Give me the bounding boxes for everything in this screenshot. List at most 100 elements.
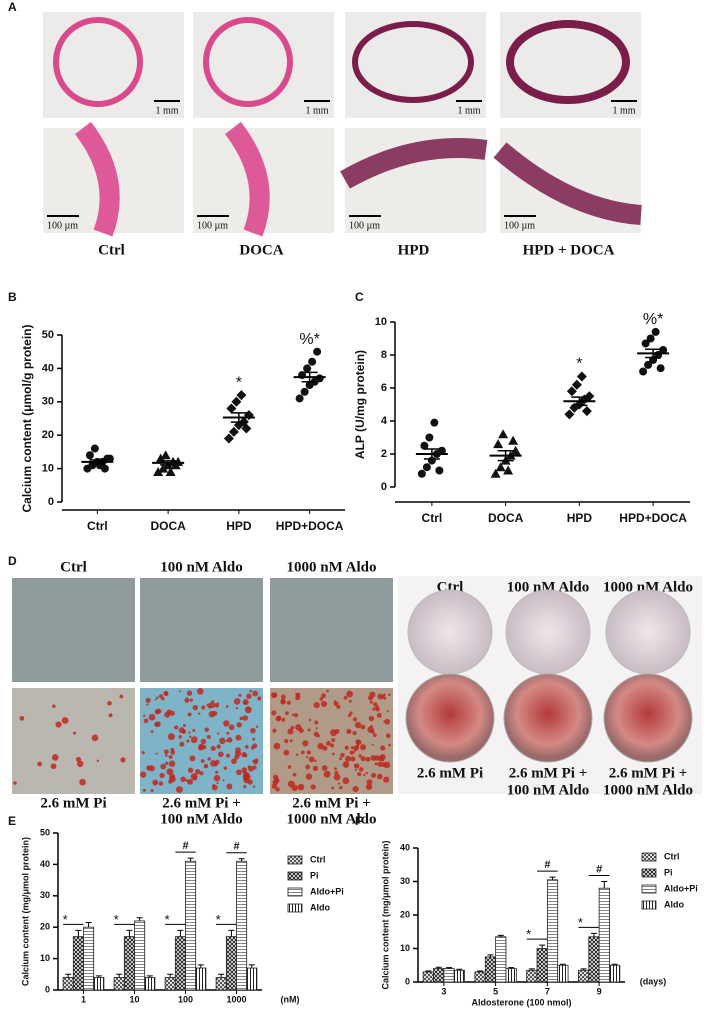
stain-dot (322, 745, 328, 751)
bar (474, 971, 486, 983)
x-tick-label: 9 (597, 986, 602, 996)
data-point (639, 367, 648, 376)
stain-dot (365, 771, 368, 775)
stain-dot (211, 784, 218, 791)
stain-dot (365, 783, 373, 790)
stain-dot (368, 695, 374, 701)
stain-dot (216, 702, 220, 705)
stain-dot (182, 729, 185, 733)
legend-swatch (641, 868, 657, 878)
stain-dot (350, 746, 355, 750)
error-bar (425, 970, 432, 972)
stain-dot (275, 787, 280, 792)
data-point (226, 403, 237, 414)
y-tick-label: 4 (381, 415, 388, 427)
data-point (584, 391, 595, 402)
caption: 2.6 mM Pi + (509, 765, 588, 781)
stain-dot (370, 725, 373, 728)
data-point (105, 454, 114, 463)
stain-dot (347, 713, 352, 718)
stain-dot (167, 733, 175, 741)
panel-label: E (8, 814, 16, 828)
stain-dot (366, 779, 373, 786)
error-bar (167, 973, 174, 978)
error-bar (187, 857, 194, 862)
vessel-ring (53, 17, 143, 107)
stain-dot (37, 761, 42, 767)
data-point (228, 426, 239, 437)
bar (123, 936, 135, 991)
stain-dot (321, 693, 327, 699)
stain-dot (166, 768, 174, 776)
data-point (422, 463, 431, 472)
stain-dot (246, 693, 252, 700)
y-tick-label: 0 (381, 481, 387, 493)
stain-dot (363, 773, 366, 777)
bar (546, 879, 559, 983)
stain-dot (252, 785, 256, 788)
y-tick-label: 10 (400, 943, 410, 953)
y-tick-label: 40 (42, 362, 54, 374)
stain-dot (234, 750, 242, 757)
data-point (495, 462, 506, 472)
caption: 1000 nM Aldo (603, 782, 693, 798)
stain-dot (210, 760, 217, 767)
stain-dot (200, 738, 207, 745)
stain-dot (148, 713, 156, 721)
panel-label: B (8, 290, 17, 304)
column-header: 100 nM Aldo (507, 579, 590, 595)
y-tick-label: 20 (42, 429, 54, 441)
stain-dot (211, 699, 215, 703)
bar (174, 936, 186, 991)
data-point (160, 450, 171, 460)
scale-label: 100 µm (349, 220, 380, 231)
stain-dot (154, 698, 157, 701)
y-tick-label: 6 (381, 382, 387, 394)
stain-dot (369, 700, 373, 704)
legend-swatch (287, 887, 303, 897)
stain-dot (169, 710, 175, 716)
y-tick-label: 10 (42, 463, 54, 475)
x-tick-label: HPD (567, 511, 593, 525)
stain-dot (273, 742, 281, 750)
data-point (420, 441, 429, 450)
stain-dot (238, 693, 242, 697)
stain-dot (179, 741, 185, 747)
caption: DOCA (239, 242, 283, 258)
stain-dot (143, 714, 146, 718)
data-point (223, 433, 234, 444)
stain-dot (320, 700, 328, 708)
data-point (231, 396, 242, 407)
stain-dot (204, 727, 209, 732)
stain-dot (225, 753, 231, 758)
significance-label: * (114, 912, 119, 927)
stain-dot (164, 761, 169, 766)
stain-dot (294, 713, 299, 718)
column-header: 1000 nM Aldo (286, 559, 376, 575)
stain-dot (189, 755, 196, 762)
stain-dot (247, 779, 253, 785)
stain-dot (223, 766, 228, 770)
data-point (490, 468, 501, 478)
stain-dot (148, 765, 155, 772)
stain-dot (242, 715, 248, 721)
y-tick-label: 2 (381, 448, 387, 460)
stain-dot (274, 777, 280, 783)
stain-dot (231, 758, 237, 765)
stain-dot (352, 730, 357, 736)
stain-dot (287, 765, 292, 769)
stain-dot (339, 757, 343, 761)
stain-dot (145, 697, 151, 703)
x-tick-label: HPD+DOCA (276, 519, 344, 533)
data-point (498, 429, 509, 439)
y-axis-label: Calcium content (μmol/g protein) (20, 324, 34, 512)
error-bar (95, 975, 102, 978)
error-bar (177, 929, 184, 937)
vessel-wall (340, 138, 488, 189)
stain-dot (352, 717, 358, 722)
significance-label: * (63, 912, 68, 927)
stain-dot (336, 704, 341, 709)
stain-dot (208, 705, 212, 709)
caption: HPD + DOCA (523, 242, 615, 258)
well (505, 589, 591, 675)
